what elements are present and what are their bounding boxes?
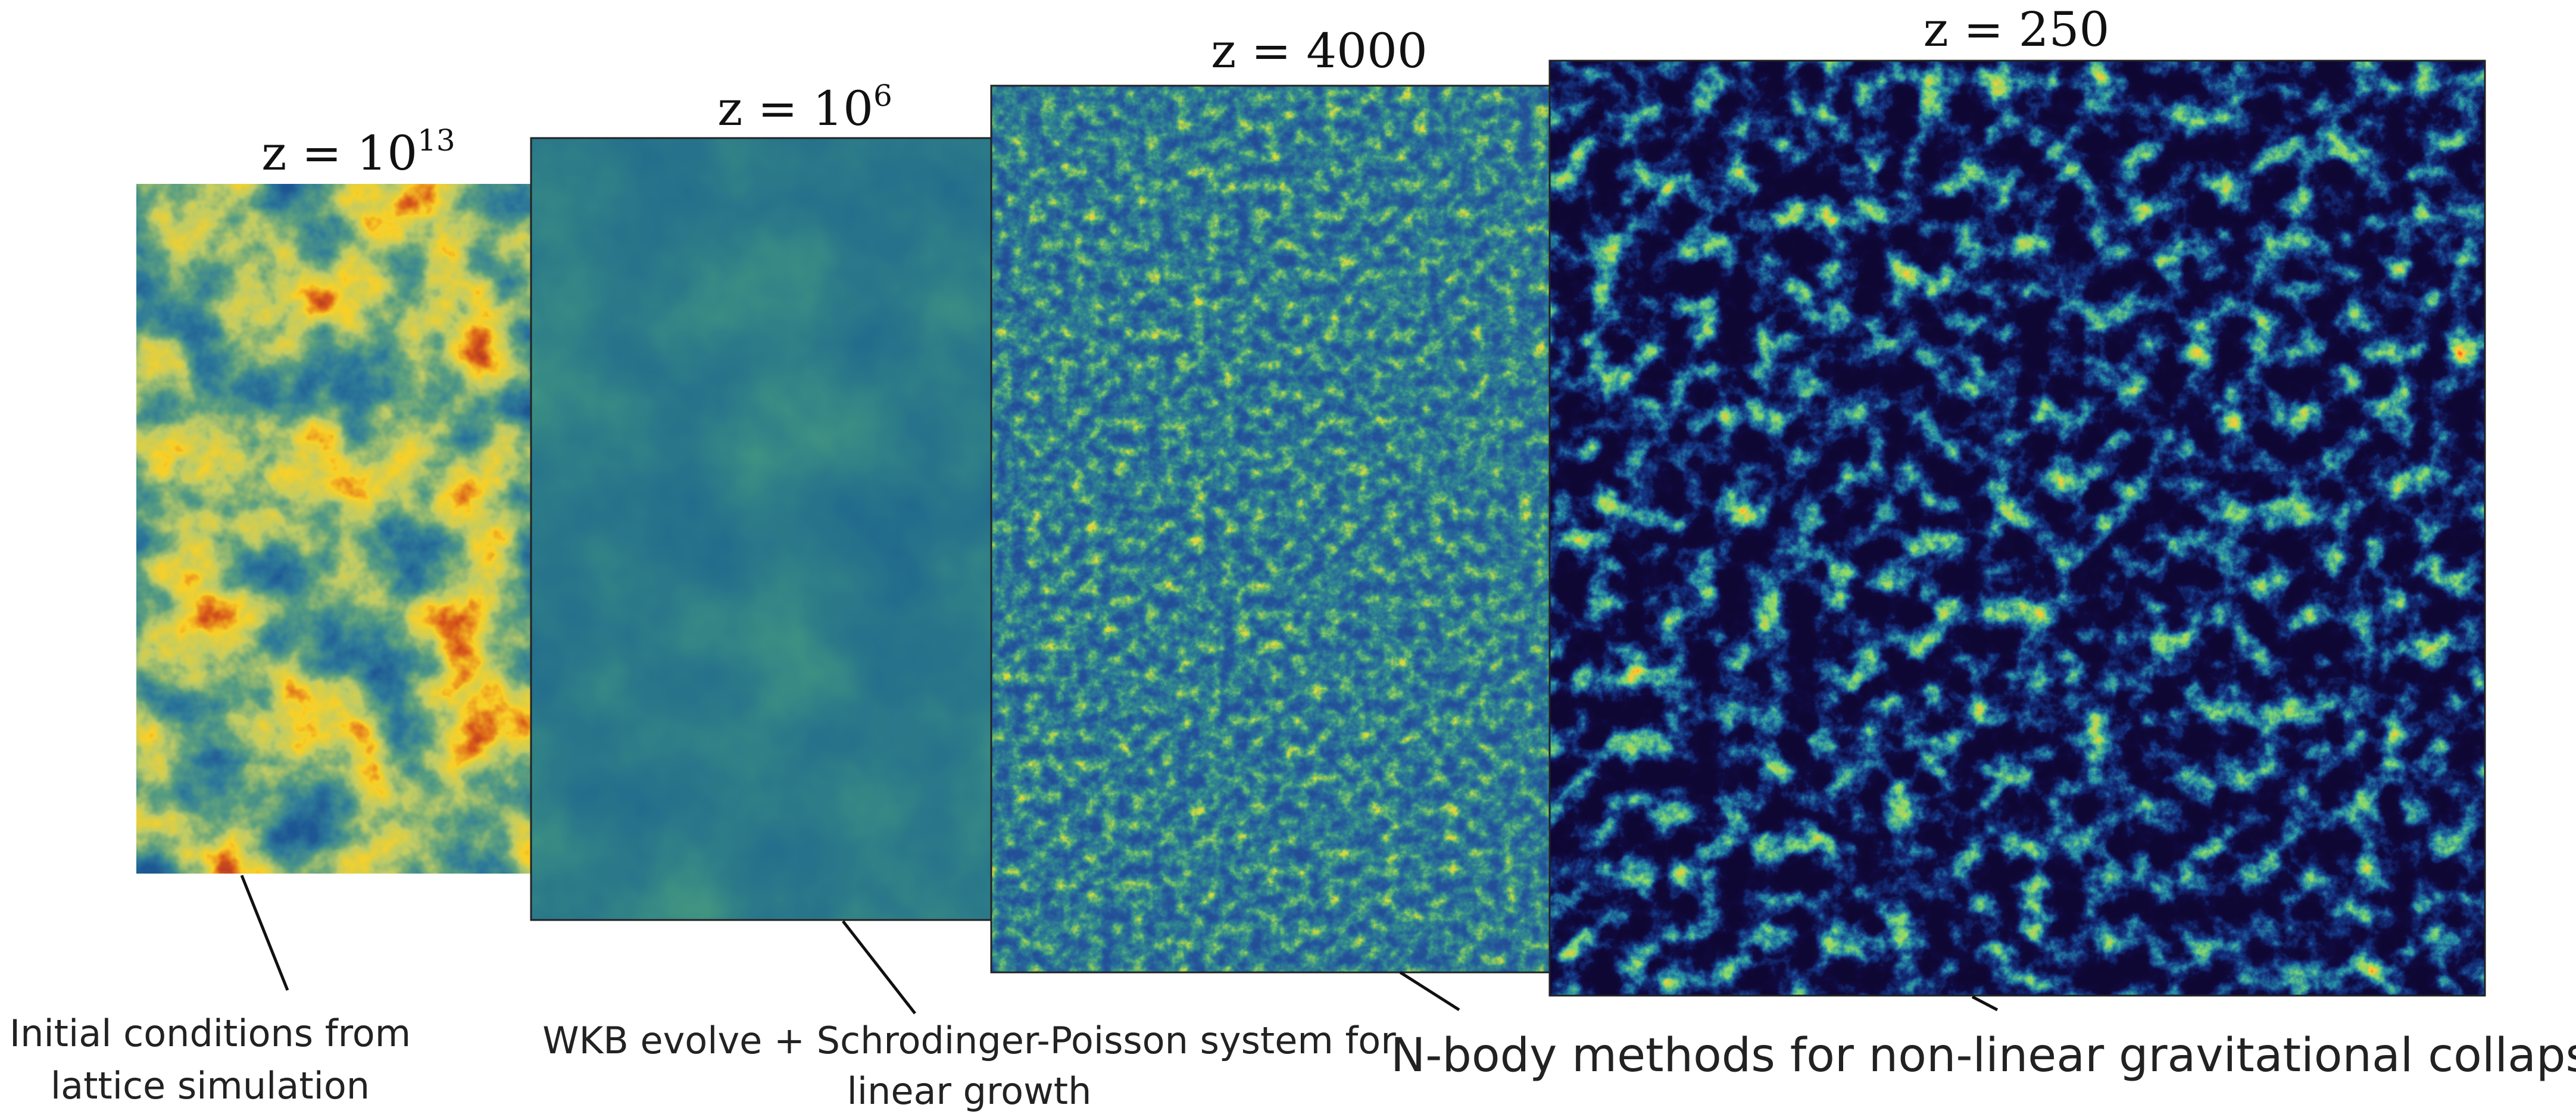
panel-title: z = 106 <box>717 79 892 136</box>
caption-line: lattice simulation <box>51 1064 370 1107</box>
caption-line: N-body methods for non-linear gravitatio… <box>1391 1029 2576 1082</box>
panel-image <box>136 184 531 874</box>
page: z = 1013 z = 106 z = 4000 z = 250 Initia… <box>0 0 2576 1114</box>
figure: z = 1013 z = 106 z = 4000 z = 250 Initia… <box>0 0 2576 1114</box>
leader-line <box>1972 997 1997 1010</box>
caption-line: Initial conditions from <box>10 1012 411 1055</box>
caption-line: linear growth <box>847 1069 1092 1113</box>
caption-line: WKB evolve + Schrodinger-Poisson system … <box>542 1019 1396 1062</box>
leader-line <box>843 921 915 1013</box>
panel-title: z = 1013 <box>261 123 455 181</box>
panel-title: z = 250 <box>1924 2 2110 57</box>
panel-image <box>1550 61 2485 996</box>
panel-image <box>531 138 991 920</box>
panel-title: z = 4000 <box>1211 23 1428 79</box>
leader-line <box>242 875 288 990</box>
panel-image <box>991 86 1550 972</box>
leader-line <box>1400 972 1459 1010</box>
